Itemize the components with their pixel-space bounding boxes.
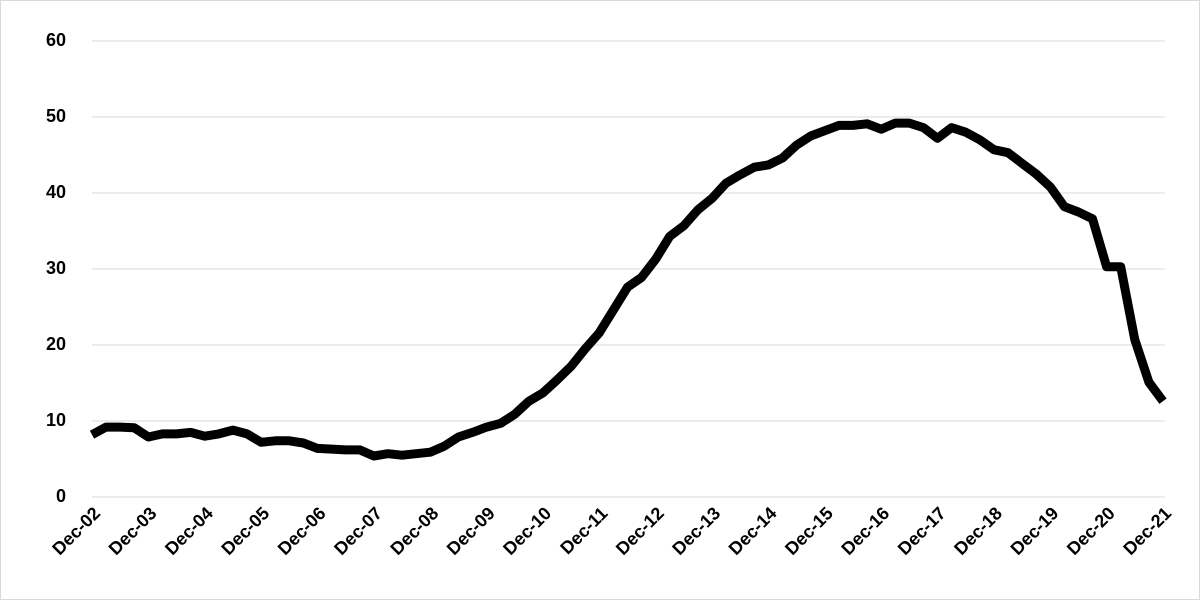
y-tick-label: 30 xyxy=(46,258,66,278)
data-line xyxy=(89,118,1167,461)
y-tick-label: 20 xyxy=(46,334,66,354)
y-tick-label: 0 xyxy=(56,486,66,506)
y-tick-label: 50 xyxy=(46,106,66,126)
y-tick-label: 10 xyxy=(46,410,66,430)
y-tick-label: 40 xyxy=(46,182,66,202)
y-tick-label: 60 xyxy=(46,30,66,50)
